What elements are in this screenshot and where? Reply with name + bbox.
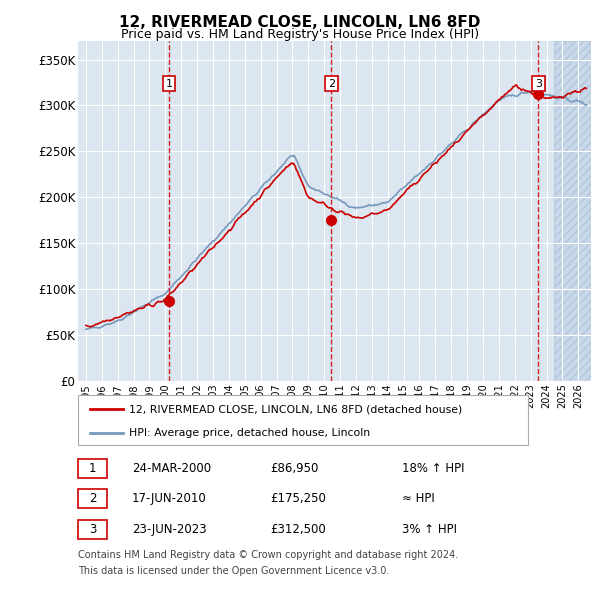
Bar xyxy=(554,41,591,381)
Text: 23-JUN-2023: 23-JUN-2023 xyxy=(132,523,206,536)
Bar xyxy=(554,41,591,381)
Text: Price paid vs. HM Land Registry's House Price Index (HPI): Price paid vs. HM Land Registry's House … xyxy=(121,28,479,41)
Text: ≈ HPI: ≈ HPI xyxy=(402,493,435,506)
Text: 12, RIVERMEAD CLOSE, LINCOLN, LN6 8FD (detached house): 12, RIVERMEAD CLOSE, LINCOLN, LN6 8FD (d… xyxy=(129,404,462,414)
Text: Contains HM Land Registry data © Crown copyright and database right 2024.: Contains HM Land Registry data © Crown c… xyxy=(78,549,458,559)
Text: 18% ↑ HPI: 18% ↑ HPI xyxy=(402,462,464,475)
Text: 17-JUN-2010: 17-JUN-2010 xyxy=(132,493,207,506)
Text: HPI: Average price, detached house, Lincoln: HPI: Average price, detached house, Linc… xyxy=(129,428,370,438)
Text: £86,950: £86,950 xyxy=(270,462,319,475)
Text: 1: 1 xyxy=(89,462,96,475)
Text: 2: 2 xyxy=(328,78,335,88)
Text: 3: 3 xyxy=(89,523,96,536)
Text: 1: 1 xyxy=(166,78,173,88)
Text: £312,500: £312,500 xyxy=(270,523,326,536)
Text: 3: 3 xyxy=(535,78,542,88)
Text: 24-MAR-2000: 24-MAR-2000 xyxy=(132,462,211,475)
Text: This data is licensed under the Open Government Licence v3.0.: This data is licensed under the Open Gov… xyxy=(78,566,389,576)
Text: 12, RIVERMEAD CLOSE, LINCOLN, LN6 8FD: 12, RIVERMEAD CLOSE, LINCOLN, LN6 8FD xyxy=(119,15,481,30)
Text: 3% ↑ HPI: 3% ↑ HPI xyxy=(402,523,457,536)
Text: 2: 2 xyxy=(89,493,96,506)
Text: £175,250: £175,250 xyxy=(270,493,326,506)
